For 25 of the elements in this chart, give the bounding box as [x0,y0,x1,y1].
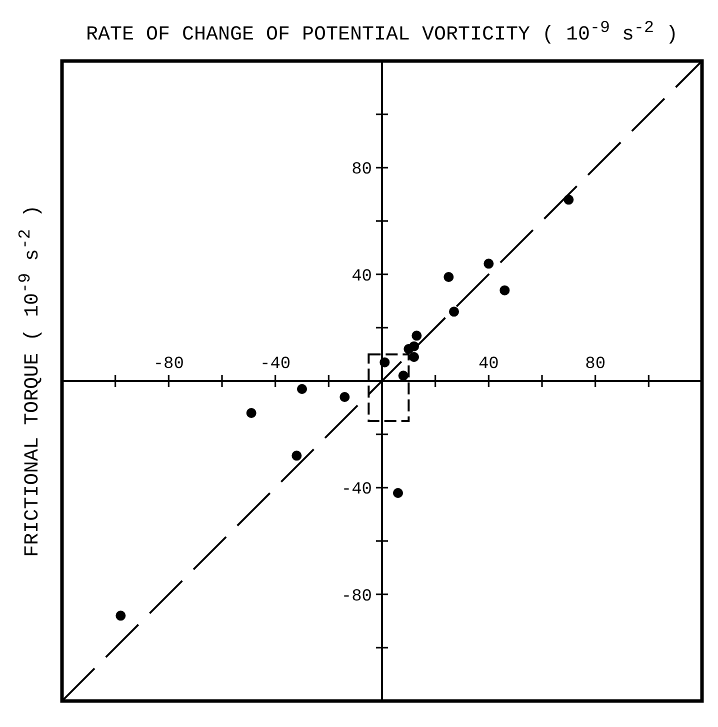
point [448,306,460,317]
point [246,408,256,418]
y-tick-label: -80 [341,587,372,606]
x-tick-label: -80 [153,355,184,374]
point [500,285,510,296]
x-axis-title: RATE OF CHANGE OF POTENTIAL VORTICITY ( 10$^{-9}$ s$^{-2}$ ) [84,18,680,49]
y-tick-label: 40 [352,267,372,286]
point [292,450,302,461]
point [392,488,404,498]
x-tick-label: 80 [585,355,606,374]
point [408,341,420,352]
x-tick-label: -40 [260,355,291,374]
point [116,610,126,621]
point [444,272,454,282]
point [412,330,422,341]
point [564,194,574,205]
y-tick-label: -40 [341,480,372,500]
x-tick-label: 40 [478,355,499,374]
y-tick-label: 80 [352,160,372,180]
point [380,357,390,368]
point [296,384,308,394]
point [484,258,494,269]
point [398,370,408,381]
point [408,352,420,362]
point [340,392,350,402]
